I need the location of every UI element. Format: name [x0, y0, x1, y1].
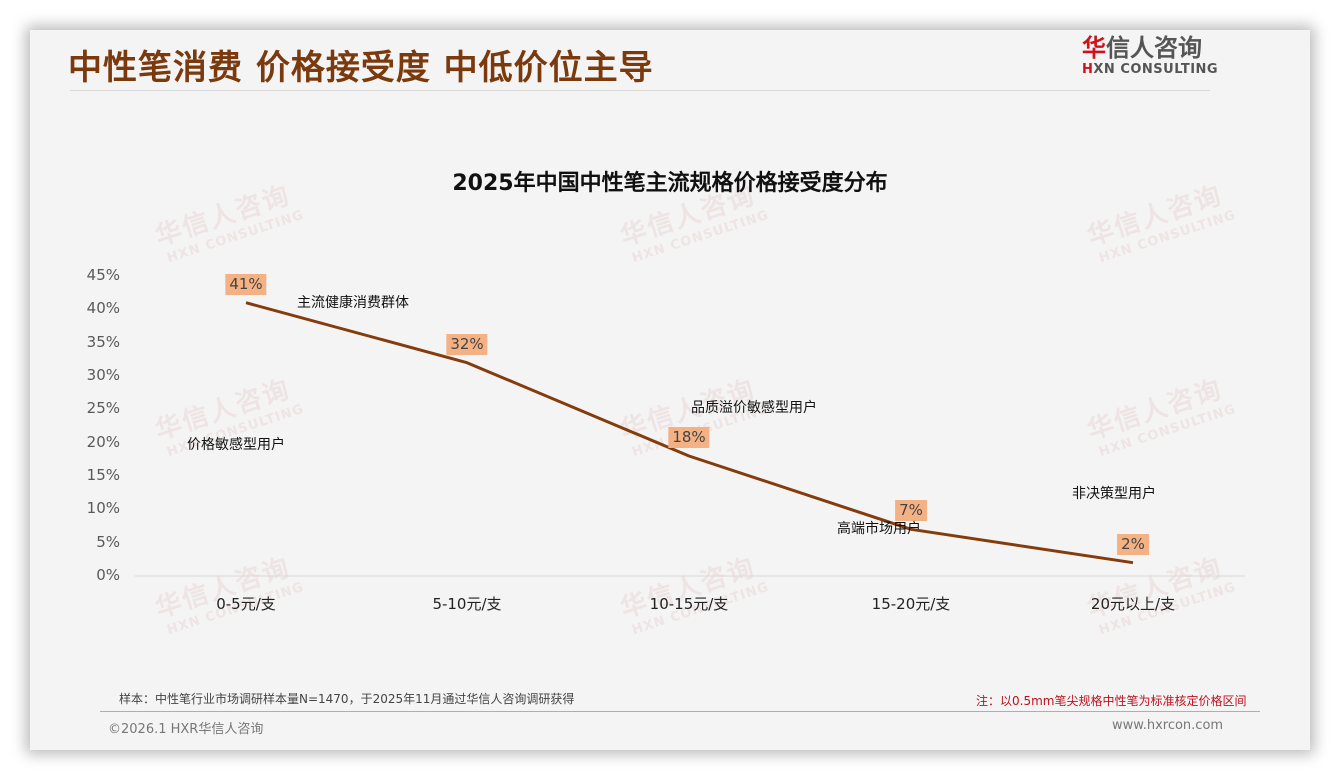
- company-logo: 华信人咨询 HXN CONSULTING: [1082, 34, 1222, 77]
- slide-canvas: [30, 30, 1310, 750]
- x-tick-label: 15-20元/支: [871, 595, 951, 613]
- y-tick-label: 25%: [86, 399, 120, 418]
- logo-en: HXN CONSULTING: [1082, 62, 1219, 77]
- title-divider: [70, 90, 1210, 91]
- series-line: [245, 301, 1134, 565]
- x-tick-label: 0-5元/支: [216, 595, 276, 613]
- y-tick-label: 40%: [86, 299, 120, 318]
- y-tick-label: 30%: [86, 366, 120, 384]
- x-tick-label: 20元以上/支: [1090, 595, 1176, 613]
- y-tick-label: 45%: [86, 266, 120, 284]
- data-label: 32%: [446, 333, 488, 355]
- data-label: 7%: [895, 500, 927, 522]
- annotation-non-decision: 非决策型用户: [1072, 486, 1156, 502]
- website: www.hxrcon.com: [1112, 718, 1224, 733]
- x-tick-label: 5-10元/支: [432, 595, 502, 613]
- annotation-mainstream: 主流健康消费群体: [297, 295, 409, 311]
- y-tick-label: 10%: [86, 499, 120, 518]
- logo-cn: 华信人咨询: [1082, 34, 1202, 62]
- chart-title: 2025年中国中性笔主流规格价格接受度分布: [452, 171, 888, 196]
- data-label: 2%: [1117, 533, 1149, 555]
- annotation-price-sensitive: 价格敏感型用户: [187, 437, 285, 453]
- annotation-high-end: 高端市场用户: [837, 521, 921, 537]
- y-tick-label: 0%: [96, 566, 120, 584]
- annotation-quality-premium: 品质溢价敏感型用户: [691, 400, 817, 416]
- page-title: 中性笔消费 价格接受度 中低价位主导: [68, 48, 654, 88]
- copyright: ©2026.1 HXR华信人咨询: [108, 722, 264, 737]
- y-tick-label: 20%: [86, 432, 120, 451]
- data-label: 41%: [225, 273, 267, 295]
- x-tick-label: 10-15元/支: [649, 595, 729, 613]
- sample-note: 样本：中性笔行业市场调研样本量N=1470，于2025年11月通过华信人咨询调研…: [119, 692, 575, 706]
- data-label: 18%: [668, 427, 710, 448]
- footnote: 注：以0.5mm笔尖规格中性笔为标准核定价格区间: [976, 694, 1247, 708]
- y-tick-label: 35%: [86, 332, 120, 351]
- y-tick-label: 15%: [86, 466, 120, 484]
- y-tick-label: 5%: [96, 532, 120, 551]
- footer-divider: [100, 711, 1260, 712]
